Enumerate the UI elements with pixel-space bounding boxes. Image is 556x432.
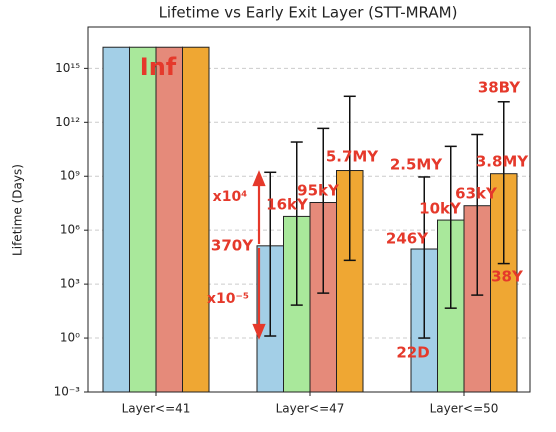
annotation: 2.5MY [390,156,443,174]
y-tick-label: 10¹² [55,115,80,129]
x-tick-label: Layer<=47 [276,402,345,416]
annotation: Inf [140,53,177,81]
annotation: x10⁴ [213,189,248,205]
annotation: 38BY [478,79,521,97]
value-label: 10kY [419,200,462,218]
value-label: 95kY [297,182,340,200]
y-tick-label: 10⁰ [60,331,80,345]
x-tick-label: Layer<=41 [122,402,191,416]
bar [155,46,183,393]
value-label: 63kY [455,185,498,203]
arrow-head [252,323,266,340]
y-tick-label: 10¹⁵ [55,61,80,75]
value-label: 5.7MY [326,148,379,166]
y-tick-label: 10⁹ [60,169,80,183]
bar [182,46,210,393]
arrow-head [252,170,266,187]
value-label: 370Y [211,237,254,255]
annotation: x10⁻⁵ [207,291,249,307]
bar [102,46,130,393]
marks [102,46,518,393]
x-tick-label: Layer<=50 [430,402,499,416]
value-label: 3.8MY [476,153,529,171]
plot-frame [87,26,531,393]
annotation: 38Y [491,268,524,286]
annotation: 22D [396,344,429,362]
y-tick-label: 10³ [60,277,80,291]
value-label: 16kY [266,196,309,214]
y-tick-label: 10⁶ [60,223,80,237]
y-tick-label: 10⁻³ [54,385,81,399]
y-axis-label: Lifetime (Days) [11,164,25,256]
arrows [252,170,266,340]
bar [129,46,157,393]
chart-title: Lifetime vs Early Exit Layer (STT-MRAM) [159,4,458,22]
value-label: 246Y [386,230,429,248]
labels: 10⁻³ 10⁰ 10³ 10⁶ 10⁹ 10¹² 10¹⁵ Layer<=41 Layer<=… [54,53,530,416]
